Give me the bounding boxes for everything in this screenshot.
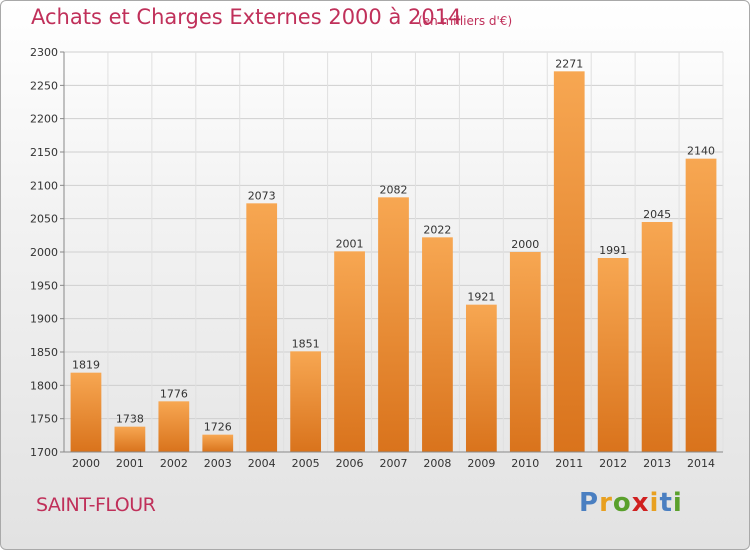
- bar-2012: [597, 258, 629, 452]
- y-tick-label: 1850: [30, 346, 58, 359]
- chart-unit: (en milliers d'€): [418, 14, 513, 28]
- data-label: 1921: [467, 291, 495, 304]
- y-tick-label: 2250: [30, 79, 58, 92]
- y-tick-label: 1750: [30, 413, 58, 426]
- y-tick-label: 2100: [30, 179, 58, 192]
- x-tick-label: 2009: [467, 457, 495, 470]
- data-label: 2073: [248, 189, 276, 202]
- proxiti-logo: Proxiti: [579, 488, 683, 518]
- y-tick-label: 2200: [30, 113, 58, 126]
- bar-2001: [114, 426, 146, 452]
- logo-letter: x: [631, 488, 650, 518]
- bar-2005: [290, 351, 322, 452]
- data-label: 1776: [160, 387, 188, 400]
- x-tick-label: 2010: [511, 457, 539, 470]
- bar-2002: [158, 401, 190, 452]
- data-label: 1726: [204, 421, 232, 434]
- bar-2008: [422, 237, 453, 452]
- data-label: 2022: [423, 223, 451, 236]
- bar-2007: [378, 197, 409, 452]
- y-tick-label: 1900: [30, 313, 58, 326]
- x-tick-label: 2006: [336, 457, 364, 470]
- data-label: 1851: [292, 337, 320, 350]
- y-tick-label: 2050: [30, 213, 58, 226]
- y-tick-label: 1800: [30, 379, 58, 392]
- bar-2006: [334, 251, 365, 452]
- data-label: 1991: [599, 244, 627, 257]
- x-tick-label: 2004: [248, 457, 276, 470]
- data-label: 1819: [72, 359, 100, 372]
- y-tick-label: 1950: [30, 279, 58, 292]
- chart-title: Achats et Charges Externes 2000 à 2014: [31, 5, 462, 29]
- logo-letter: P: [579, 488, 600, 518]
- x-tick-label: 2005: [292, 457, 320, 470]
- logo-letter: r: [599, 488, 613, 518]
- bar-2000: [70, 372, 102, 452]
- y-tick-label: 2000: [30, 246, 58, 259]
- logo-letter: t: [659, 488, 673, 518]
- data-label: 2140: [687, 145, 715, 158]
- x-tick-label: 2007: [380, 457, 408, 470]
- axes: 1700 1750 1800 1850 1900 1950 2000 2050 2100 2150…: [30, 46, 723, 470]
- bar-2009: [465, 304, 497, 452]
- x-tick-label: 2013: [643, 457, 671, 470]
- bar-2004: [246, 203, 278, 452]
- logo-letter: i: [649, 488, 660, 518]
- bar-2010: [509, 252, 541, 452]
- logo-letter: i: [672, 488, 683, 518]
- x-tick-label: 2011: [555, 457, 583, 470]
- data-label: 2082: [380, 183, 408, 196]
- x-tick-label: 2001: [116, 457, 144, 470]
- bar-2003: [202, 434, 234, 452]
- bar-2014: [685, 158, 717, 452]
- x-tick-label: 2003: [204, 457, 232, 470]
- data-label: 2000: [511, 238, 539, 251]
- x-tick-label: 2014: [687, 457, 715, 470]
- data-label: 1738: [116, 413, 144, 426]
- bar-2011: [553, 71, 585, 452]
- data-label: 2045: [643, 208, 671, 221]
- x-tick-label: 2002: [160, 457, 188, 470]
- data-label: 2001: [336, 237, 364, 250]
- bar-2013: [641, 222, 673, 452]
- data-label: 2271: [555, 57, 583, 70]
- commune-name: SAINT-FLOUR: [36, 494, 156, 516]
- x-tick-label: 2008: [423, 457, 451, 470]
- y-tick-label: 1700: [30, 446, 58, 459]
- x-tick-label: 2000: [72, 457, 100, 470]
- bars: 1819 1738 1776 1726 2073 1851 2001 2082 2022 1921…: [70, 57, 717, 452]
- logo-letter: o: [612, 488, 632, 518]
- x-tick-label: 2012: [599, 457, 627, 470]
- y-tick-label: 2150: [30, 146, 58, 159]
- y-tick-label: 2300: [30, 46, 58, 59]
